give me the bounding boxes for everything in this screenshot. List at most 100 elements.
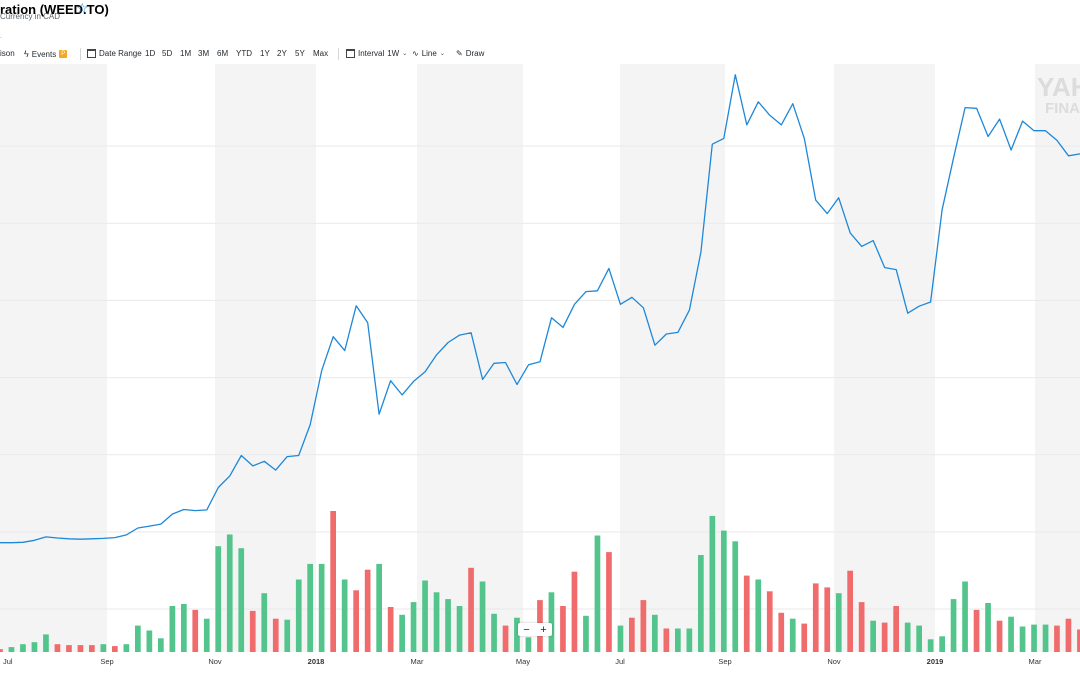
x-tick-label: Nov xyxy=(827,657,841,666)
x-axis-labels: Jul Sep Nov 2018 Mar May Jul Sep Nov 2019 Mar xyxy=(3,657,1042,666)
range-5d[interactable]: 5D xyxy=(162,49,172,58)
range-label: 5D xyxy=(162,49,173,58)
volume-bar xyxy=(1054,625,1060,652)
volume-bar xyxy=(31,642,38,652)
volume-bar xyxy=(858,602,865,652)
x-tick-label: 2019 xyxy=(927,657,944,666)
volume-bar xyxy=(502,625,509,652)
volume-bar xyxy=(766,591,773,652)
header-stub-text: . xyxy=(0,33,2,40)
range-label: 5Y xyxy=(295,49,305,58)
line-chart-icon: ∿ xyxy=(412,49,419,58)
zoom-in-button[interactable]: + xyxy=(540,623,547,636)
volume-bar xyxy=(709,515,716,652)
date-range-label: Date Range xyxy=(99,49,142,58)
volume-bar xyxy=(583,615,589,652)
volume-bar xyxy=(778,612,785,652)
watermark-line1: YAH xyxy=(1037,72,1080,102)
volume-bar xyxy=(801,623,808,652)
volume-bar xyxy=(468,567,474,652)
volume-bar xyxy=(169,606,176,652)
month-band xyxy=(417,64,523,652)
volume-bar xyxy=(8,647,15,652)
volume-bar xyxy=(135,625,141,652)
date-range-button[interactable]: Date Range xyxy=(87,49,142,58)
volume-bar xyxy=(341,579,348,652)
range-label: Max xyxy=(313,49,329,58)
toolbar-divider xyxy=(338,48,339,60)
volume-bar xyxy=(43,634,49,652)
chart-type-label: Line xyxy=(421,49,437,58)
range-1y[interactable]: 1Y xyxy=(260,49,270,58)
x-tick-label: Jul xyxy=(3,657,13,666)
comparison-label: ison xyxy=(0,49,15,58)
volume-bar xyxy=(1008,616,1014,652)
range-label: 6M xyxy=(217,49,229,58)
toolbar-divider xyxy=(80,48,81,60)
events-badge: P xyxy=(59,50,68,58)
volume-bar xyxy=(1065,618,1072,652)
zoom-control: − + xyxy=(518,623,552,636)
comparison-button[interactable]: ison xyxy=(0,49,15,58)
range-3m[interactable]: 3M xyxy=(198,49,209,58)
volume-bar xyxy=(652,614,658,652)
volume-bars xyxy=(0,511,1080,652)
price-chart-svg[interactable]: YAH FINA Jul Sep Nov 2018 Mar May Jul Sep Nov 201… xyxy=(0,64,1080,675)
volume-bar xyxy=(491,613,497,652)
range-label: 1M xyxy=(180,49,192,58)
volume-bar xyxy=(629,617,635,652)
interval-label: Interval xyxy=(358,49,385,58)
volume-bar xyxy=(100,644,107,652)
volume-bar xyxy=(743,575,750,652)
ticker-title: ration (WEED.TO) xyxy=(0,2,109,17)
volume-bar xyxy=(249,610,256,652)
range-max[interactable]: Max xyxy=(313,49,328,58)
x-tick-label: Mar xyxy=(1029,657,1042,666)
range-6m[interactable]: 6M xyxy=(217,49,228,58)
x-tick-label: Nov xyxy=(208,657,222,666)
volume-bar xyxy=(20,644,26,652)
volume-bar xyxy=(353,590,359,652)
price-chart-area[interactable]: YAH FINA Jul Sep Nov 2018 Mar May Jul Sep Nov 201… xyxy=(0,64,1080,675)
volume-bar xyxy=(54,644,61,652)
draw-button[interactable]: ✎ Draw xyxy=(456,49,484,58)
range-label: 1Y xyxy=(260,49,270,58)
range-5y[interactable]: 5Y xyxy=(295,49,305,58)
calendar-icon xyxy=(87,49,96,58)
volume-bar xyxy=(870,620,876,652)
volume-bar xyxy=(364,569,371,652)
range-label: YTD xyxy=(236,49,252,58)
interval-icon xyxy=(346,49,355,58)
price-line-path xyxy=(0,74,1080,544)
volume-bar xyxy=(66,645,72,652)
range-ytd[interactable]: YTD xyxy=(236,49,252,58)
volume-bar xyxy=(755,579,762,652)
month-band xyxy=(620,64,725,652)
volume-bar xyxy=(445,599,451,652)
volume-bar xyxy=(158,638,164,652)
draw-label: Draw xyxy=(465,49,485,58)
volume-bar xyxy=(996,620,1003,652)
volume-bar xyxy=(146,630,153,652)
range-2y[interactable]: 2Y xyxy=(277,49,287,58)
volume-bar xyxy=(295,579,302,652)
star-outline-icon[interactable]: ☆ xyxy=(76,0,89,16)
volume-bar xyxy=(1077,629,1080,652)
volume-bar xyxy=(192,609,199,652)
volume-bar xyxy=(307,563,313,652)
volume-bar xyxy=(973,609,980,652)
range-1m[interactable]: 1M xyxy=(180,49,191,58)
volume-bar xyxy=(123,644,130,652)
chart-type-button[interactable]: ∿ Line ⌄ xyxy=(412,49,445,58)
volume-bar xyxy=(387,607,394,652)
volume-bar xyxy=(181,604,187,652)
yahoo-finance-watermark: YAH FINA xyxy=(1037,72,1080,117)
volume-bar xyxy=(0,649,3,652)
range-1d[interactable]: 1D xyxy=(145,49,155,58)
range-label: 3M xyxy=(198,49,210,58)
range-label: 1D xyxy=(145,49,156,58)
interval-button[interactable]: Interval 1W ⌄ xyxy=(346,49,407,58)
volume-bar xyxy=(732,541,739,652)
events-button[interactable]: ϟ Events P xyxy=(24,49,68,59)
zoom-out-button[interactable]: − xyxy=(523,623,530,636)
